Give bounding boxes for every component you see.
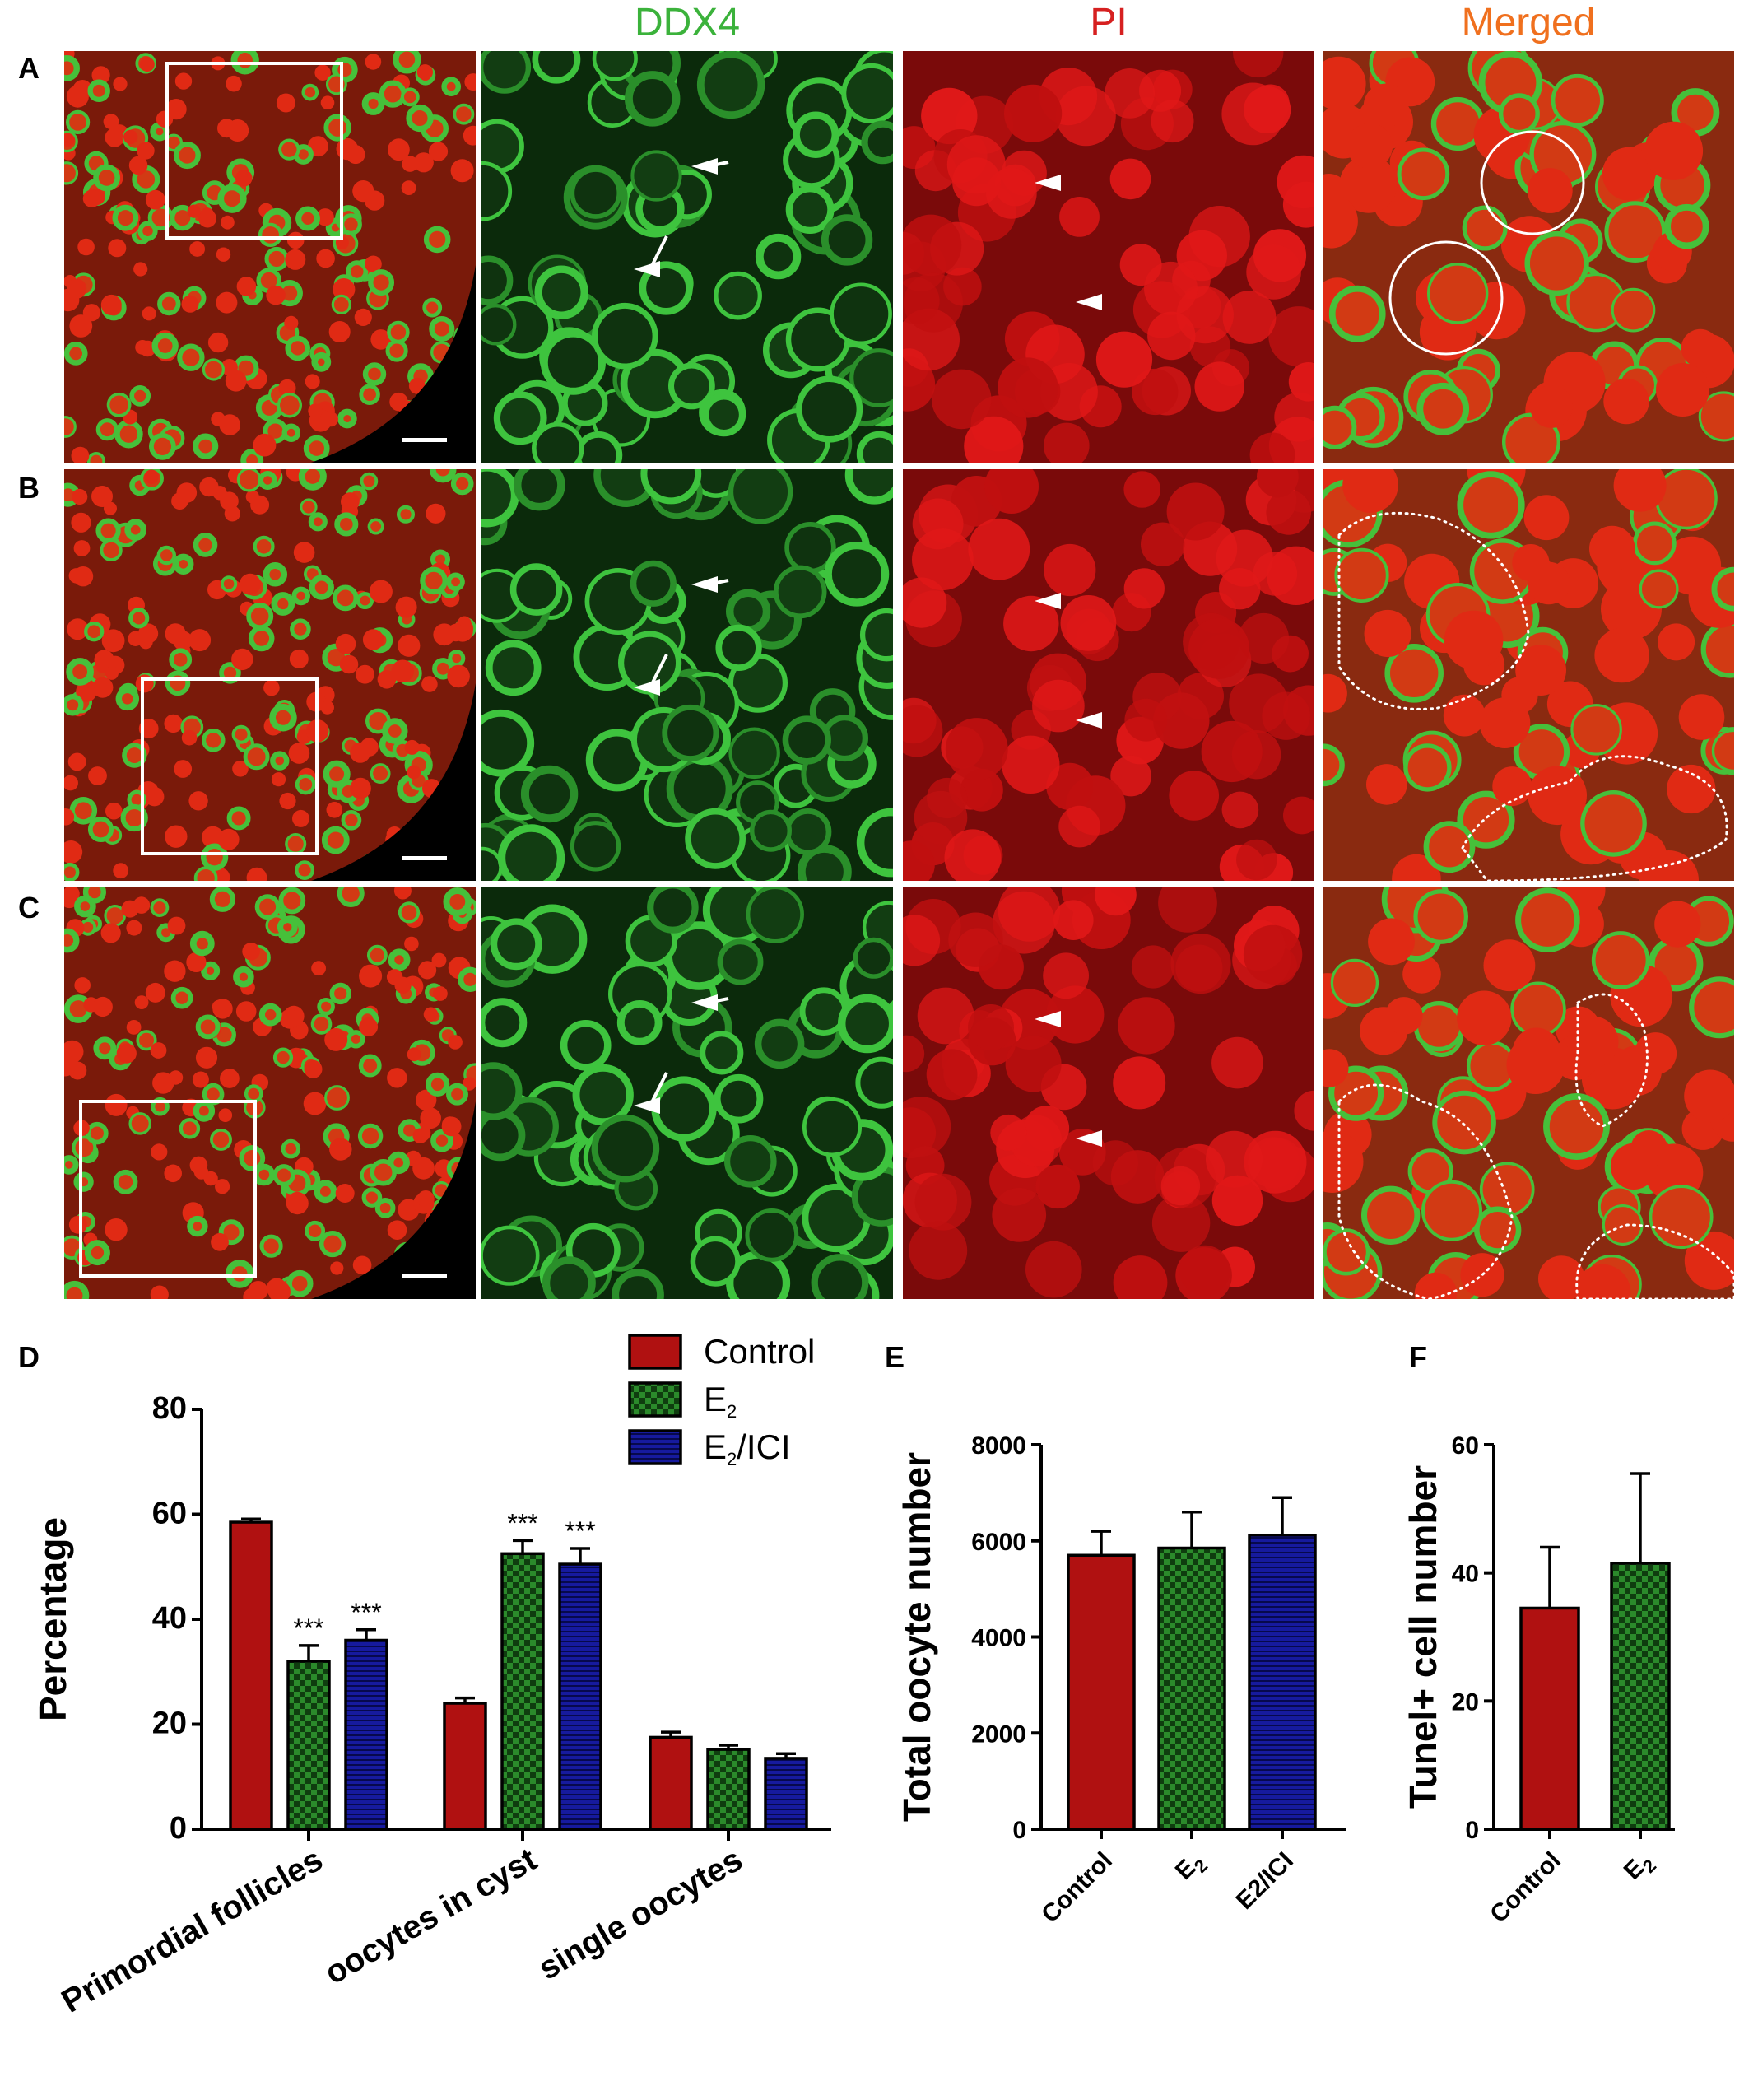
panel-label-d: D bbox=[18, 1340, 40, 1374]
legend-swatch bbox=[628, 1334, 682, 1370]
micrograph-a-overview bbox=[64, 51, 476, 463]
y-tick-label: 80 bbox=[152, 1391, 187, 1426]
bar-2-2 bbox=[764, 1757, 808, 1831]
x-tick-label: oocytes in cyst bbox=[319, 1842, 542, 1992]
x-tick-label: E2/ICI bbox=[1231, 1847, 1299, 1915]
micrograph-a-merged bbox=[1323, 51, 1734, 463]
micrograph-c-ddx4 bbox=[481, 887, 893, 1299]
panel-label-e: E bbox=[885, 1340, 905, 1374]
legend-swatch bbox=[628, 1381, 682, 1418]
bar-0 bbox=[1067, 1553, 1136, 1831]
x-tick-label: single oocytes bbox=[533, 1842, 749, 1987]
micrograph-c-overview bbox=[64, 887, 476, 1299]
y-tick-label: 60 bbox=[152, 1497, 187, 1531]
chart-e: 0 2000 4000 6000 8000 Total oocyte number Cont… bbox=[895, 1432, 1346, 1928]
bar-0-1 bbox=[443, 1702, 487, 1831]
x-tick-label: Primordial follicles bbox=[56, 1842, 329, 2020]
y-tick-label: 8000 bbox=[971, 1432, 1026, 1460]
y-tick-label: 0 bbox=[170, 1811, 187, 1846]
panel-label-f: F bbox=[1409, 1340, 1427, 1374]
bar-1-1 bbox=[500, 1552, 545, 1831]
significance-label: *** bbox=[565, 1516, 595, 1546]
micrograph-c-merged bbox=[1323, 887, 1734, 1299]
y-tick-label: 2000 bbox=[971, 1721, 1026, 1748]
legend-label: E2 bbox=[704, 1380, 737, 1422]
x-tick-label: E2 bbox=[1170, 1847, 1211, 1888]
significance-label: *** bbox=[293, 1613, 323, 1643]
y-tick-label: 6000 bbox=[971, 1529, 1026, 1556]
bar-1 bbox=[1610, 1562, 1671, 1831]
header-pi: PI bbox=[1090, 1, 1128, 44]
bar-2 bbox=[1248, 1533, 1317, 1831]
header-merged: Merged bbox=[1461, 1, 1596, 44]
y-tick-label: 0 bbox=[1465, 1817, 1479, 1844]
micrograph-c-pi bbox=[903, 887, 1314, 1299]
y-axis-label: Total oocyte number bbox=[895, 1452, 938, 1822]
chart-f: 0 20 40 60 Tunel+ cell number Control E2 bbox=[1402, 1432, 1675, 1928]
y-tick-label: 60 bbox=[1452, 1432, 1479, 1460]
bar-0-0 bbox=[229, 1520, 273, 1831]
y-tick-label: 40 bbox=[152, 1601, 187, 1636]
y-tick-label: 4000 bbox=[971, 1625, 1026, 1652]
micrograph-a-ddx4 bbox=[481, 51, 893, 463]
legend-label: E2/ICI bbox=[704, 1427, 791, 1469]
y-tick-label: 20 bbox=[1452, 1688, 1479, 1716]
row-label-c: C bbox=[18, 891, 40, 924]
bar-1 bbox=[1157, 1546, 1226, 1831]
significance-label: *** bbox=[351, 1598, 381, 1627]
y-tick-label: 40 bbox=[1452, 1561, 1479, 1588]
significance-label: *** bbox=[507, 1508, 537, 1538]
bar-1-0 bbox=[286, 1660, 331, 1831]
y-axis-label: Percentage bbox=[31, 1517, 74, 1721]
micrograph-b-pi bbox=[903, 469, 1314, 881]
x-tick-label: E2 bbox=[1619, 1847, 1660, 1888]
bar-1-2 bbox=[706, 1748, 751, 1831]
y-axis-label: Tunel+ cell number bbox=[1402, 1465, 1444, 1809]
micrograph-a-pi bbox=[903, 51, 1314, 463]
x-tick-label: Control bbox=[1485, 1847, 1566, 1929]
row-label-a: A bbox=[18, 51, 40, 85]
x-tick-label: Control bbox=[1036, 1847, 1118, 1929]
header-ddx4: DDX4 bbox=[634, 1, 741, 44]
row-label-b: B bbox=[18, 471, 40, 505]
micrograph-b-ddx4 bbox=[481, 469, 893, 881]
legend-label: Control bbox=[704, 1332, 815, 1371]
charts-area: 0 20 40 60 80 Percentage *** *** Primordial foll… bbox=[31, 1332, 1675, 2020]
micrograph-b-overview bbox=[64, 469, 476, 881]
y-tick-label: 20 bbox=[152, 1707, 187, 1741]
bar-2-1 bbox=[558, 1562, 602, 1831]
bar-0 bbox=[1519, 1606, 1580, 1831]
micrograph-b-merged bbox=[1323, 469, 1734, 881]
y-tick-label: 0 bbox=[1012, 1817, 1026, 1844]
chart-d: 0 20 40 60 80 Percentage *** *** Primordial foll… bbox=[31, 1332, 831, 2020]
legend-swatch bbox=[628, 1429, 682, 1465]
bar-0-2 bbox=[649, 1735, 693, 1831]
bar-2-0 bbox=[344, 1638, 388, 1831]
